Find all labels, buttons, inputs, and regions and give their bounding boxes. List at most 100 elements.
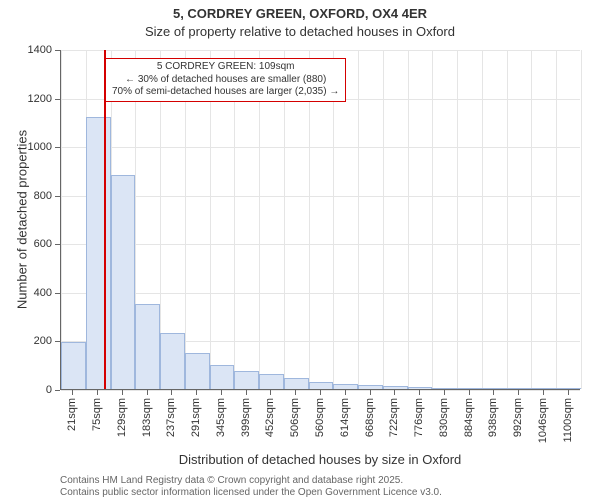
gridline-vertical: [383, 50, 384, 389]
gridline-vertical: [457, 50, 458, 389]
x-tick-mark: [147, 390, 148, 395]
x-tick-label: 668sqm: [364, 398, 376, 458]
y-tick-mark: [55, 147, 60, 148]
y-tick-mark: [55, 196, 60, 197]
x-tick-label: 776sqm: [413, 398, 425, 458]
x-tick-label: 237sqm: [165, 398, 177, 458]
x-tick-mark: [97, 390, 98, 395]
x-tick-label: 183sqm: [141, 398, 153, 458]
y-tick-label: 1000: [0, 141, 52, 153]
footer-line-2: Contains public sector information licen…: [60, 487, 442, 498]
y-tick-label: 0: [0, 384, 52, 396]
x-tick-mark: [444, 390, 445, 395]
x-tick-mark: [370, 390, 371, 395]
histogram-bar: [457, 388, 482, 389]
x-tick-label: 1046sqm: [537, 398, 549, 458]
x-tick-label: 1100sqm: [562, 398, 574, 458]
histogram-bar: [482, 388, 507, 389]
x-tick-label: 399sqm: [240, 398, 252, 458]
histogram-bar: [358, 385, 383, 389]
x-tick-label: 506sqm: [289, 398, 301, 458]
y-tick-mark: [55, 99, 60, 100]
x-tick-mark: [518, 390, 519, 395]
x-tick-mark: [270, 390, 271, 395]
x-tick-label: 722sqm: [388, 398, 400, 458]
y-tick-mark: [55, 244, 60, 245]
histogram-bar: [556, 388, 581, 389]
gridline-horizontal: [61, 196, 580, 197]
y-tick-label: 200: [0, 335, 52, 347]
y-tick-mark: [55, 390, 60, 391]
y-tick-mark: [55, 293, 60, 294]
x-tick-mark: [72, 390, 73, 395]
annotation-line-3: 70% of semi-detached houses are larger (…: [112, 86, 339, 99]
x-tick-label: 129sqm: [116, 398, 128, 458]
y-tick-mark: [55, 50, 60, 51]
gridline-vertical: [556, 50, 557, 389]
x-tick-mark: [246, 390, 247, 395]
x-tick-label: 291sqm: [190, 398, 202, 458]
y-tick-label: 400: [0, 287, 52, 299]
histogram-bar: [61, 342, 86, 389]
x-tick-mark: [394, 390, 395, 395]
gridline-vertical: [61, 50, 62, 389]
x-tick-mark: [295, 390, 296, 395]
x-tick-mark: [493, 390, 494, 395]
x-tick-mark: [221, 390, 222, 395]
annotation-line-2: ← 30% of detached houses are smaller (88…: [112, 74, 339, 87]
histogram-bar: [111, 175, 136, 389]
x-tick-label: 992sqm: [512, 398, 524, 458]
y-tick-mark: [55, 341, 60, 342]
x-tick-label: 938sqm: [487, 398, 499, 458]
annotation-box: 5 CORDREY GREEN: 109sqm ← 30% of detache…: [105, 58, 346, 102]
gridline-horizontal: [61, 147, 580, 148]
gridline-vertical: [507, 50, 508, 389]
x-tick-label: 345sqm: [215, 398, 227, 458]
y-tick-label: 1200: [0, 93, 52, 105]
histogram-bar: [210, 365, 235, 389]
annotation-line-1: 5 CORDREY GREEN: 109sqm: [112, 61, 339, 74]
histogram-bar: [185, 353, 210, 389]
gridline-vertical: [408, 50, 409, 389]
y-tick-label: 1400: [0, 44, 52, 56]
gridline-vertical: [432, 50, 433, 389]
gridline-vertical: [581, 50, 582, 389]
chart-subtitle: Size of property relative to detached ho…: [0, 24, 600, 39]
histogram-bar: [309, 382, 334, 389]
x-tick-mark: [320, 390, 321, 395]
x-tick-label: 560sqm: [314, 398, 326, 458]
histogram-bar: [408, 387, 433, 389]
x-tick-mark: [171, 390, 172, 395]
x-tick-mark: [568, 390, 569, 395]
x-tick-mark: [345, 390, 346, 395]
histogram-bar: [383, 386, 408, 389]
gridline-vertical: [482, 50, 483, 389]
footer-line-1: Contains HM Land Registry data © Crown c…: [60, 475, 403, 486]
x-tick-label: 21sqm: [66, 398, 78, 458]
gridline-horizontal: [61, 50, 580, 51]
y-tick-label: 600: [0, 238, 52, 250]
histogram-bar: [284, 378, 309, 389]
x-tick-mark: [543, 390, 544, 395]
x-tick-mark: [419, 390, 420, 395]
histogram-bar: [86, 117, 111, 389]
x-tick-label: 884sqm: [463, 398, 475, 458]
histogram-bar: [333, 384, 358, 389]
gridline-vertical: [531, 50, 532, 389]
gridline-horizontal: [61, 293, 580, 294]
histogram-bar: [432, 388, 457, 389]
x-tick-label: 75sqm: [91, 398, 103, 458]
x-tick-mark: [469, 390, 470, 395]
gridline-vertical: [358, 50, 359, 389]
gridline-horizontal: [61, 244, 580, 245]
histogram-bar: [531, 388, 556, 389]
histogram-bar: [507, 388, 532, 389]
histogram-bar: [135, 304, 160, 389]
x-tick-label: 830sqm: [438, 398, 450, 458]
chart-title: 5, CORDREY GREEN, OXFORD, OX4 4ER: [0, 6, 600, 21]
histogram-bar: [259, 374, 284, 389]
x-tick-mark: [196, 390, 197, 395]
y-tick-label: 800: [0, 190, 52, 202]
x-tick-label: 452sqm: [264, 398, 276, 458]
x-tick-mark: [122, 390, 123, 395]
